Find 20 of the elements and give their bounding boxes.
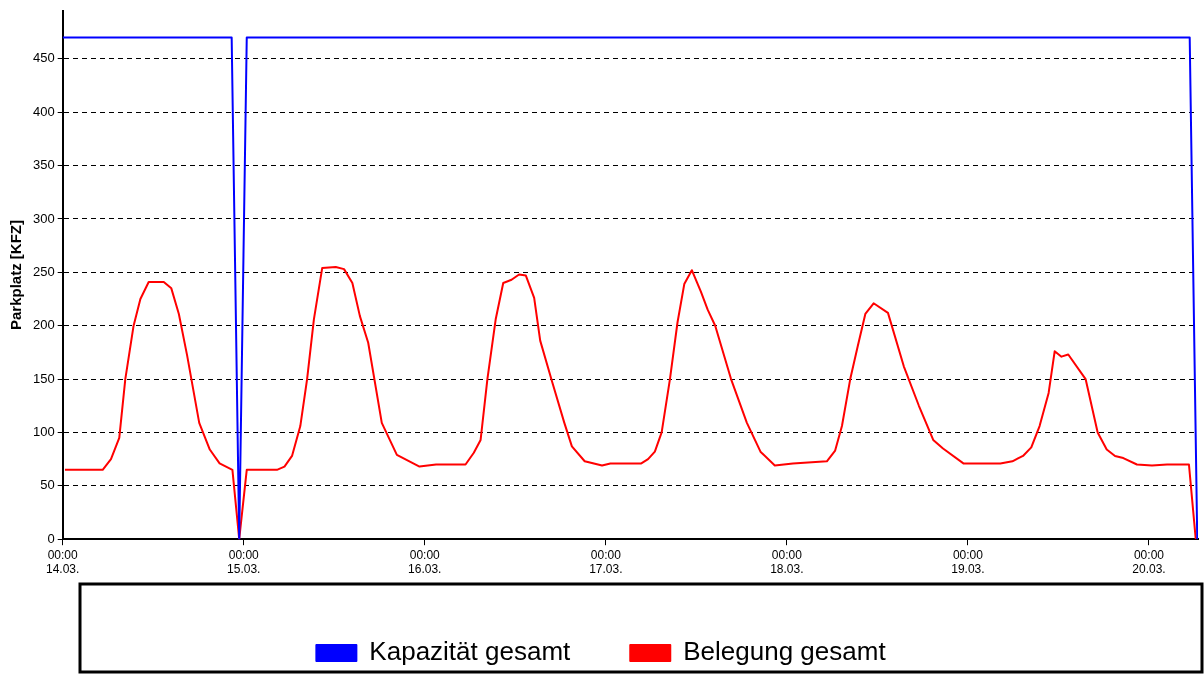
x-tick-label: 00:00 15.03. bbox=[227, 547, 261, 577]
y-tick-label: 300 bbox=[32, 210, 55, 226]
y-tick-label: 0 bbox=[47, 530, 55, 546]
x-tick-label: 00:00 17.03. bbox=[589, 547, 623, 577]
y-axis-title: Parkplatz [KFZ] bbox=[7, 219, 25, 331]
y-tick-label: 50 bbox=[40, 477, 55, 493]
x-tick-label: 00:00 14.03. bbox=[46, 547, 80, 577]
x-tick-label: 00:00 19.03. bbox=[951, 547, 985, 577]
y-tick-label: 200 bbox=[32, 317, 55, 333]
y-tick-label: 400 bbox=[32, 103, 55, 119]
y-tick-label: 150 bbox=[32, 370, 55, 386]
y-tick-label: 350 bbox=[32, 157, 55, 173]
legend-label: Kapazität gesamt bbox=[369, 636, 572, 667]
x-tick-label: 00:00 18.03. bbox=[770, 547, 804, 577]
x-tick-label: 00:00 20.03. bbox=[1132, 547, 1166, 577]
y-tick-label: 450 bbox=[32, 50, 55, 66]
y-tick-label: 250 bbox=[32, 263, 55, 279]
x-tick-label: 00:00 16.03. bbox=[408, 547, 442, 577]
legend-label: Belegung gesamt bbox=[683, 636, 887, 667]
y-tick-label: 100 bbox=[32, 424, 55, 440]
